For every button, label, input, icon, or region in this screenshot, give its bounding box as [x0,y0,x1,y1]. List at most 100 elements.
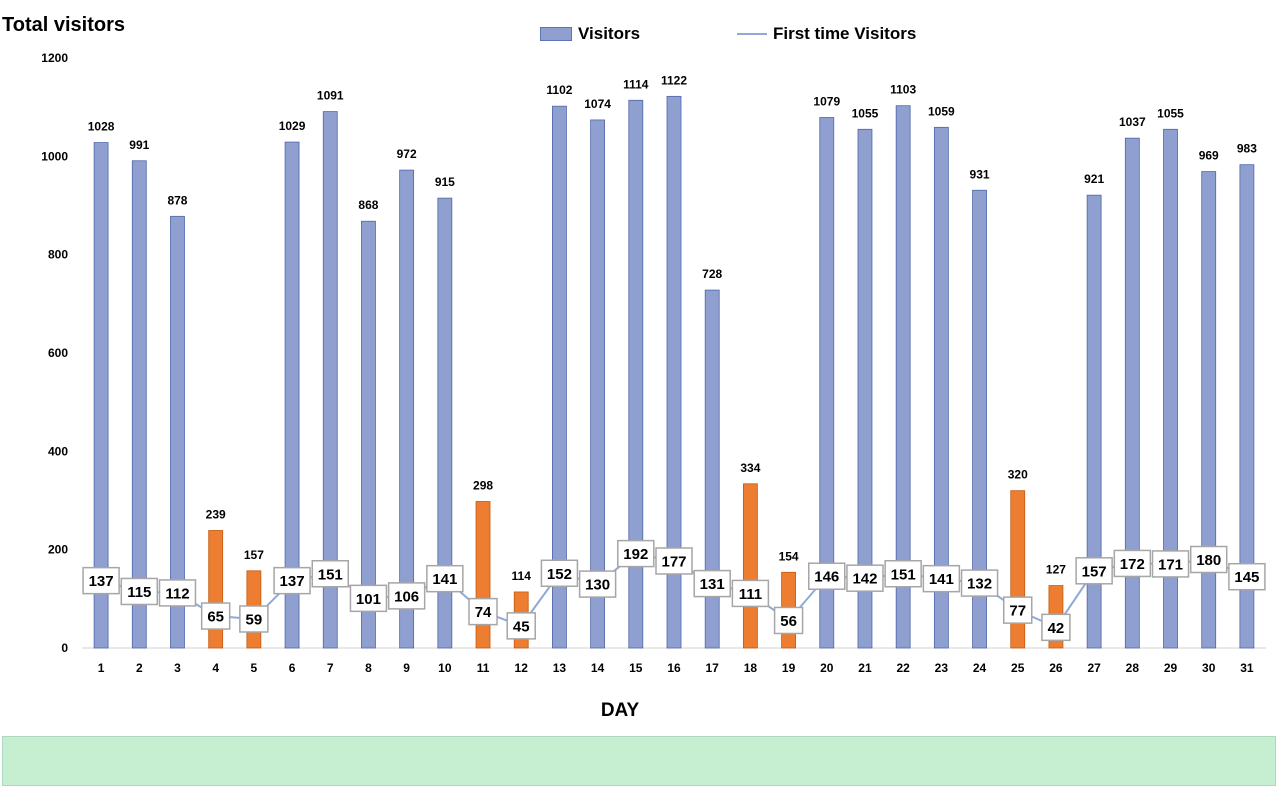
bar-value-label: 1059 [928,104,955,118]
bar-value-label: 1029 [279,119,306,133]
x-tick-label: 25 [1011,661,1025,675]
bar-value-label: 921 [1084,172,1104,186]
line-label-box [273,566,311,595]
y-tick-label: 1000 [41,149,68,163]
x-tick-label: 27 [1087,661,1101,675]
bar-value-label: 320 [1008,468,1028,482]
bar [284,141,300,649]
legend-item-visitors: Visitors [540,24,640,44]
bar [857,128,873,649]
bar [170,215,185,649]
line-label-box [922,564,961,593]
bar [742,483,758,649]
x-tick-label: 3 [174,661,181,675]
line-value-label: 180 [1196,552,1221,569]
y-tick-label: 400 [48,444,68,458]
line-label-box [1151,550,1190,578]
x-tick-label: 21 [858,661,872,675]
line-value-label: 101 [356,591,381,608]
line-value-label: 146 [814,569,839,586]
line-label-box [655,547,693,575]
chart-title: Total visitors [2,14,125,36]
plot-area: 0200400600800100012001028991878239157102… [41,51,1266,675]
line-value-label: 177 [661,553,686,570]
line-label-box [617,539,655,568]
line-label-box [884,560,922,588]
line-value-label: 151 [318,566,343,583]
y-tick-label: 800 [48,248,68,262]
x-tick-label: 24 [973,661,987,675]
bar [628,99,644,649]
bar-value-label: 127 [1046,563,1066,577]
bar-value-label: 728 [702,267,722,281]
line-label-box [1075,557,1113,585]
line-value-label: 192 [623,546,648,563]
x-tick-label: 13 [553,661,567,675]
bar-value-label: 298 [473,478,493,492]
bar [131,160,147,649]
bar-value-label: 983 [1237,142,1257,156]
line-label-box [239,605,269,633]
x-tick-label: 17 [706,661,720,675]
line-label-box [158,579,197,607]
line-label-box [846,564,884,592]
x-tick-label: 5 [251,661,258,675]
x-tick-label: 8 [365,661,372,675]
bar-value-label: 334 [740,461,760,475]
x-tick-label: 10 [438,661,452,675]
line-value-label: 137 [280,573,305,590]
bar [437,197,453,649]
line-label-box [311,560,350,588]
bar [1010,490,1026,649]
line-value-label: 130 [585,577,610,594]
x-tick-label: 26 [1049,661,1063,675]
bottom-band [2,736,1276,786]
line-value-label: 59 [246,611,263,628]
line-value-label: 65 [207,609,224,626]
bar [933,126,949,649]
line-value-label: 141 [432,571,457,588]
line-label-box [731,579,770,608]
x-tick-label: 9 [403,661,410,675]
line-value-label: 74 [475,604,492,621]
bar [972,189,987,649]
x-tick-label: 2 [136,661,143,675]
bar [1163,128,1178,649]
line-label-box [1113,549,1152,578]
bar [208,530,224,649]
legend-item-first-time-visitors: First time Visitors [737,24,916,44]
line-label-box [1041,613,1071,642]
bar-value-label: 114 [512,569,532,583]
line-value-label: 77 [1009,603,1026,620]
line-label-box [578,570,617,598]
line-label-box [1228,562,1266,591]
x-tick-label: 4 [212,661,219,675]
bar [895,105,911,649]
bar-value-label: 1037 [1119,115,1146,129]
line-value-label: 137 [89,573,114,590]
x-tick-label: 15 [629,661,643,675]
bar [361,220,376,649]
bar-value-label: 1055 [852,106,879,120]
line-value-label: 142 [852,571,877,588]
bar-value-label: 1079 [813,94,840,108]
x-tick-label: 14 [591,661,605,675]
bar-value-label: 915 [435,175,455,189]
line-label-box [808,562,846,590]
bar [1124,137,1140,649]
legend-label-first-time-visitors: First time Visitors [773,24,917,43]
x-tick-label: 12 [515,661,529,675]
line-label-box [540,559,579,588]
line-value-label: 56 [780,613,797,630]
bar [1086,194,1102,649]
legend-swatch-first-time-visitors [737,33,767,35]
line-value-label: 45 [513,618,530,635]
bar-value-label: 154 [779,549,799,563]
bar-value-label: 991 [129,138,149,152]
line-label-box [773,606,804,635]
bar-value-label: 969 [1199,149,1219,163]
line-value-label: 141 [929,571,954,588]
bar-value-label: 1074 [584,97,611,111]
legend-label-visitors: Visitors [578,24,641,43]
